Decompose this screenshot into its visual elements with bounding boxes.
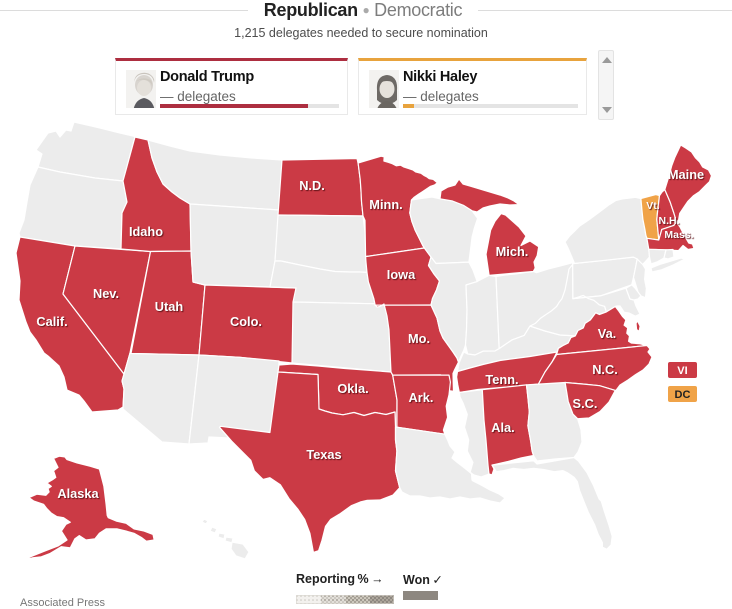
svg-text:N.D.: N.D. xyxy=(299,178,325,193)
svg-text:DC: DC xyxy=(675,389,691,401)
svg-text:Okla.: Okla. xyxy=(337,381,368,396)
svg-text:N.C.: N.C. xyxy=(592,362,618,377)
svg-text:VI: VI xyxy=(677,365,687,377)
svg-text:Minn.: Minn. xyxy=(369,197,402,212)
svg-text:Va.: Va. xyxy=(598,326,617,341)
svg-text:S.C.: S.C. xyxy=(573,396,598,411)
svg-text:Maine: Maine xyxy=(668,167,704,182)
svg-text:Nev.: Nev. xyxy=(93,286,119,301)
svg-text:Mo.: Mo. xyxy=(408,331,430,346)
svg-text:Mich.: Mich. xyxy=(496,244,529,259)
svg-text:Utah: Utah xyxy=(155,299,184,314)
svg-text:Tenn.: Tenn. xyxy=(485,372,518,387)
svg-text:Texas: Texas xyxy=(306,447,341,462)
svg-text:Idaho: Idaho xyxy=(129,224,163,239)
svg-text:Calif.: Calif. xyxy=(36,314,67,329)
svg-text:Iowa: Iowa xyxy=(387,267,416,282)
svg-text:Ala.: Ala. xyxy=(491,420,514,435)
svg-text:N.H.: N.H. xyxy=(659,215,680,227)
svg-text:Vt.: Vt. xyxy=(646,200,660,212)
svg-text:Colo.: Colo. xyxy=(230,314,262,329)
svg-text:Ark.: Ark. xyxy=(409,390,434,405)
svg-text:Mass.: Mass. xyxy=(664,229,693,241)
svg-text:Alaska: Alaska xyxy=(57,486,99,501)
